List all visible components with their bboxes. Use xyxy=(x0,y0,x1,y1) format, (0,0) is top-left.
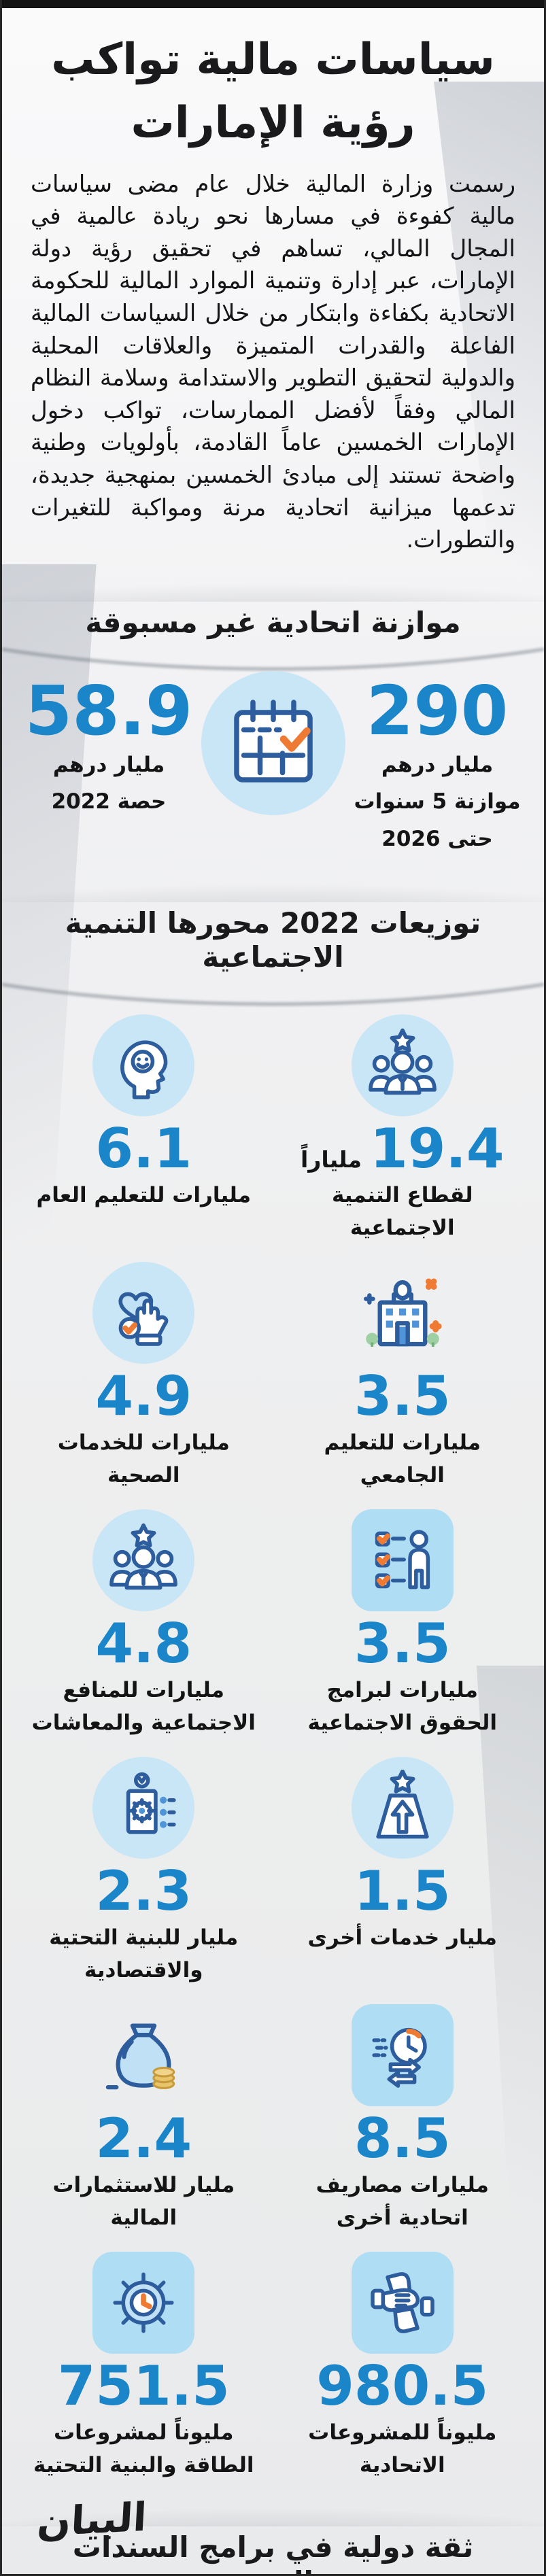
distribution-item-federal-expenses: 8.5 مليارات مصاريف اتحادية أخرى xyxy=(273,2004,532,2234)
budget-5year-label: مليار درهم xyxy=(381,753,494,778)
item-label: مليارات للمنافع الاجتماعية والمعاشات xyxy=(31,1677,256,1735)
item-label: مليوناً لمشروعات الطاقة والبنية التحتية xyxy=(33,2420,254,2478)
university-building-icon xyxy=(352,1262,454,1364)
budget-2022-figure: 58.9 مليار درهم حصة 2022 xyxy=(20,675,198,821)
people-group-star-icon xyxy=(92,1509,195,1611)
item-value: 4.8 xyxy=(95,1611,192,1675)
distribution-item-social-rights: 3.5 مليارات لبرامج الحقوق الاجتماعية xyxy=(273,1509,532,1739)
albayan-logo: البيان xyxy=(35,2493,148,2546)
checklist-person-icon xyxy=(351,1509,454,1611)
distribution-item-public-education: 6.1 مليارات للتعليم العام xyxy=(14,1014,273,1244)
budget-figures-row: 290 مليار درهم موازنة 5 سنوات حتى 2026 xyxy=(2,671,544,857)
section-divider-dome xyxy=(2,2491,544,2527)
budget-5year-figure: 290 مليار درهم موازنة 5 سنوات حتى 2026 xyxy=(348,675,526,857)
item-value: 751.5 xyxy=(57,2354,230,2418)
calendar-check-icon xyxy=(201,671,345,816)
item-label: مليارات لبرامج الحقوق الاجتماعية xyxy=(307,1677,498,1735)
item-value: 4.9 xyxy=(95,1364,192,1428)
intro-paragraph: رسمت وزارة المالية خلال عام مضى سياسات م… xyxy=(31,170,515,554)
distribution-item-other-services: 1.5 مليار خدمات أخرى xyxy=(273,1756,532,1987)
budget-2022-value: 58.9 xyxy=(24,671,193,751)
item-value: 6.1 xyxy=(95,1116,192,1180)
page-title: سياسات مالية تواكب رؤية الإمارات xyxy=(51,35,495,148)
budget-2022-label: مليار درهم xyxy=(52,753,165,778)
budget-section-header: موازنة اتحادية غير مسبوقة xyxy=(85,605,461,639)
clock-transfer-icon xyxy=(351,2004,454,2107)
item-label: مليار للاستثمارات المالية xyxy=(52,2173,235,2231)
item-value: 2.4 xyxy=(95,2107,192,2171)
budget-5year-label: حتى 2026 xyxy=(381,826,493,851)
item-label: مليارات للتعليم الجامعي xyxy=(324,1430,481,1488)
road-up-arrow-icon xyxy=(351,1756,454,1859)
budget-5year-label: موازنة 5 سنوات xyxy=(354,789,521,814)
item-label: مليار خدمات أخرى xyxy=(307,1925,497,1950)
header-underline-swoosh xyxy=(2,647,544,671)
distribution-item-energy-projects: 751.5 مليوناً لمشروعات الطاقة والبنية ال… xyxy=(14,2252,273,2481)
distribution-item-financial-investments: 2.4 مليار للاستثمارات المالية xyxy=(14,2004,273,2234)
hand-heart-check-icon xyxy=(92,1261,195,1364)
document-gear-icon xyxy=(92,1756,195,1859)
item-value: 8.5 xyxy=(354,2107,451,2171)
item-label: مليارات للتعليم العام xyxy=(36,1182,252,1207)
people-group-star-icon xyxy=(351,1014,454,1116)
distribution-item-federal-projects: 980.5 مليوناً للمشروعات الاتحادية xyxy=(273,2252,532,2481)
item-unit: ملياراً xyxy=(301,1146,362,1173)
head-profile-smiley-icon xyxy=(92,1014,195,1116)
distribution-item-university-education: 3.5 مليارات للتعليم الجامعي xyxy=(273,1262,532,1492)
distribution-item-social-benefits: 4.8 مليارات للمنافع الاجتماعية والمعاشات xyxy=(14,1509,273,1739)
section-divider-dome xyxy=(2,566,544,602)
distribution-item-infrastructure: 2.3 مليار للبنية التحتية والاقتصادية xyxy=(14,1756,273,1987)
handshake-icon xyxy=(351,2252,454,2354)
distribution-grid: 19.4 ملياراً لقطاع التنمية الاجتماعية xyxy=(2,1008,544,2482)
item-value: 980.5 xyxy=(316,2354,489,2418)
gear-clock-icon xyxy=(92,2252,195,2354)
budget-5year-value: 290 xyxy=(366,671,509,751)
item-value: 3.5 xyxy=(354,1611,451,1675)
distribution-item-social-development: 19.4 ملياراً لقطاع التنمية الاجتماعية xyxy=(273,1014,532,1244)
item-label: مليارات للخدمات الصحية xyxy=(57,1430,230,1488)
item-label: مليارات مصاريف اتحادية أخرى xyxy=(315,2173,489,2231)
item-label: مليار للبنية التحتية والاقتصادية xyxy=(49,1925,239,1982)
distribution-item-health-services: 4.9 مليارات للخدمات الصحية xyxy=(14,1261,273,1492)
item-label: لقطاع التنمية الاجتماعية xyxy=(331,1182,473,1240)
bonds-section-header: ثقة دولية في برامج السندات والخزينة xyxy=(72,2530,474,2574)
money-bag-icon xyxy=(92,2004,194,2106)
item-value: 19.4 xyxy=(370,1116,505,1180)
header-underline-swoosh xyxy=(2,982,544,1006)
top-black-bar xyxy=(2,0,544,8)
item-label: مليوناً للمشروعات الاتحادية xyxy=(308,2420,497,2478)
item-value: 2.3 xyxy=(95,1859,192,1923)
item-value: 3.5 xyxy=(354,1364,451,1428)
distribution-section-header: توزيعات 2022 محورها التنمية الاجتماعية xyxy=(65,906,481,974)
budget-2022-label: حصة 2022 xyxy=(51,789,167,814)
section-divider-dome xyxy=(2,866,544,902)
item-value: 1.5 xyxy=(354,1859,451,1923)
